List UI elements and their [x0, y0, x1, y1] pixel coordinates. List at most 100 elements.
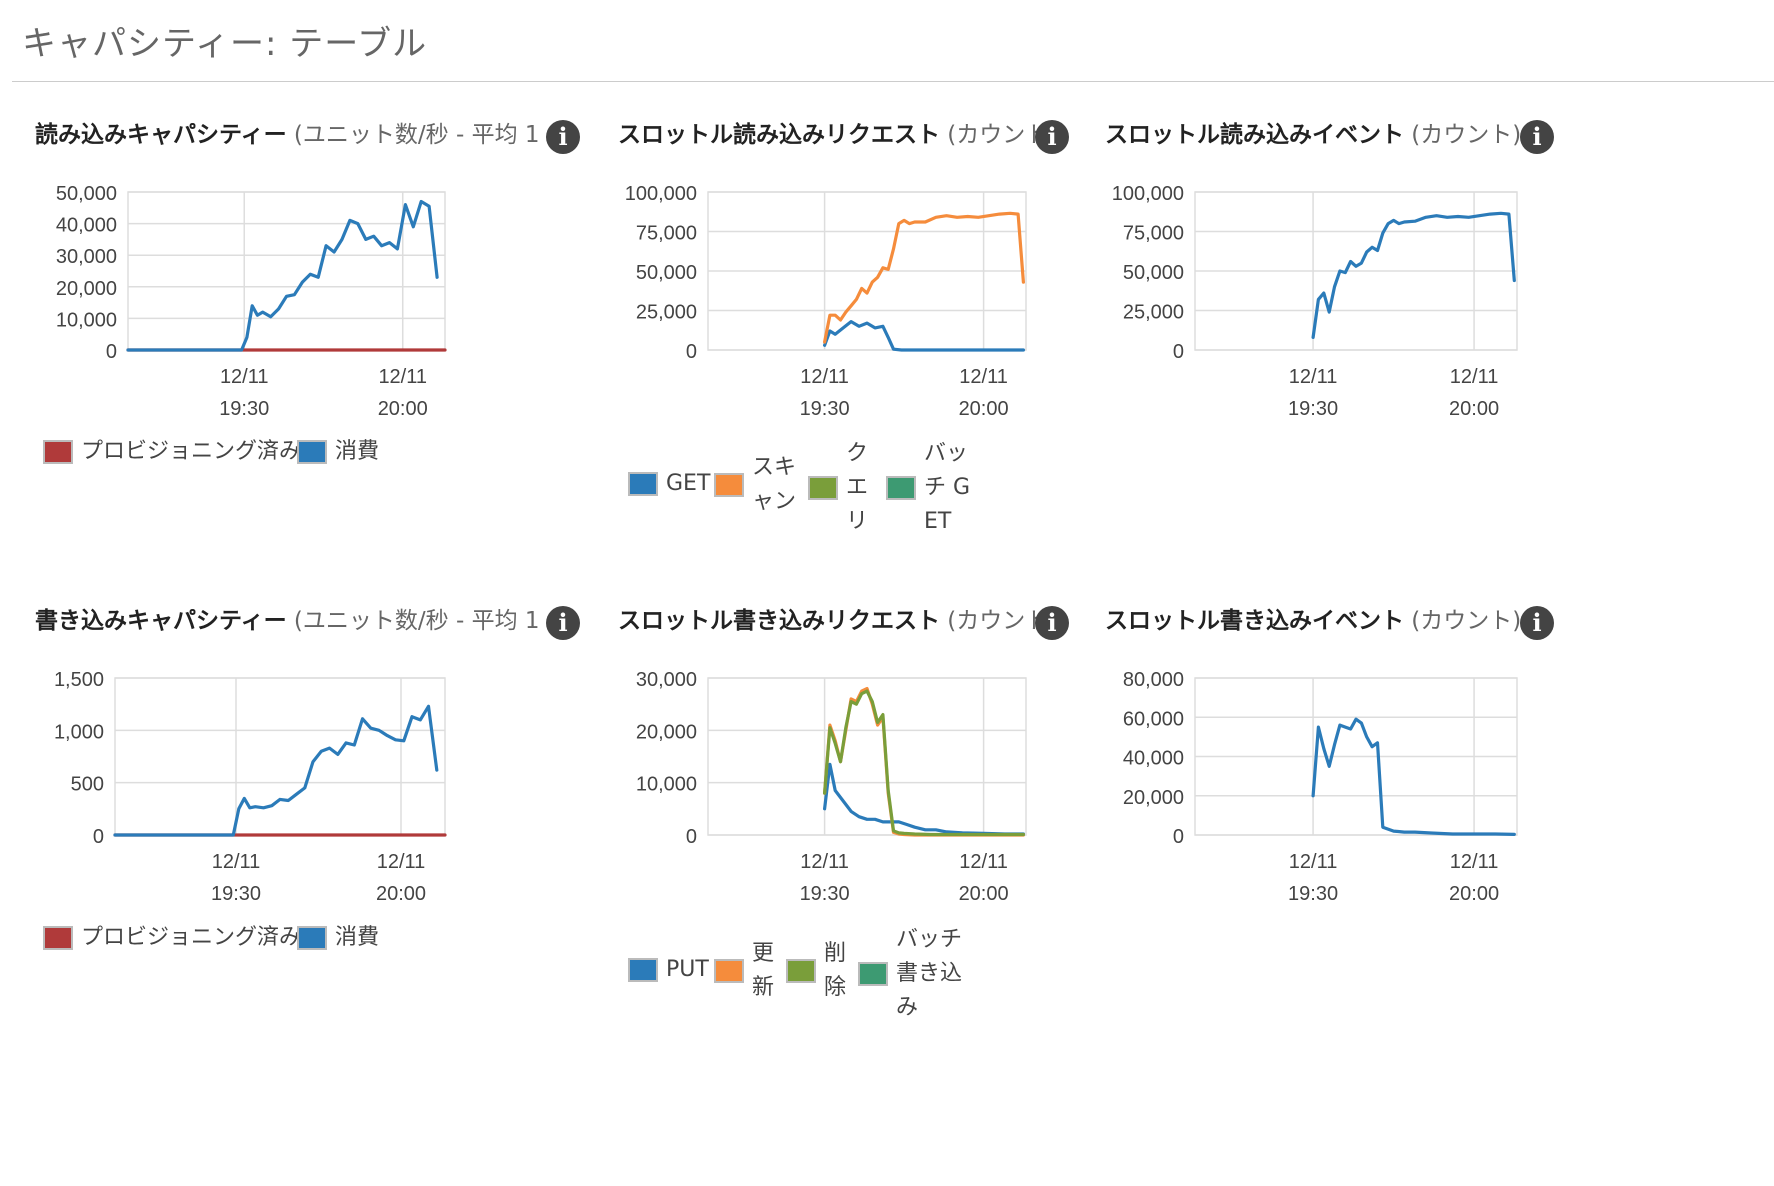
write-capacity-panel: 書き込みキャパシティー (ユニット数/秒 - 平均 1 分) i 0 500 1,0… — [35, 601, 595, 1121]
y-tick-label: 0 — [93, 826, 104, 848]
y-tick-label: 0 — [1173, 341, 1184, 363]
x-tick-label: 20:00 — [376, 883, 426, 905]
x-tick-label: 12/11 — [800, 851, 849, 873]
legend-swatch — [43, 440, 73, 464]
x-tick-label: 12/11 — [959, 851, 1008, 873]
panel-title: 読み込みキャパシティー (ユニット数/秒 - 平均 1 分) — [35, 115, 579, 149]
x-tick-label: 20:00 — [1449, 883, 1499, 905]
x-tick-label: 12/11 — [1450, 366, 1499, 388]
y-tick-label: 25,000 — [1123, 302, 1184, 324]
throttled-write-events-chart: 0 20,000 40,000 60,000 80,000 12/11 19:30 12/11… — [1123, 669, 1518, 905]
y-tick-label: 25,000 — [636, 302, 697, 324]
y-tick-label: 75,000 — [1123, 223, 1184, 245]
legend-item-get[interactable]: GET — [628, 467, 710, 501]
throttled-read-requests-chart: 0 25,000 50,000 75,000 100,000 12/11 19:30 12/1… — [625, 183, 1027, 420]
write-capacity-chart: 0 500 1,000 1,500 12/11 19:30 12/11 20:00 — [54, 669, 447, 905]
legend-item-provisioned[interactable]: プロビジョニング済み — [43, 921, 301, 955]
panel-title-main: スロットル書き込みイベント — [1105, 608, 1404, 634]
x-tick-label: 12/11 — [959, 366, 1008, 388]
legend-label: 削除 — [824, 941, 847, 1000]
x-tick-label: 19:30 — [1288, 883, 1338, 905]
y-tick-label: 500 — [71, 774, 104, 796]
x-tick-label: 20:00 — [959, 883, 1009, 905]
y-tick-label: 60,000 — [1123, 708, 1184, 730]
legend-label: プロビジョニング済み — [81, 439, 302, 464]
y-tick-label: 40,000 — [1123, 748, 1184, 770]
info-icon[interactable]: i — [1520, 120, 1554, 154]
panel-title-main: 書き込みキャパシティー — [35, 608, 287, 634]
y-tick-label: 75,000 — [636, 223, 697, 245]
y-tick-label: 20,000 — [636, 721, 697, 743]
legend: プロビジョニング済み 消費 — [43, 921, 583, 961]
panel-title-unit: (ユニット数/秒 - 平均 1 分) — [286, 608, 579, 634]
legend-swatch — [808, 476, 838, 500]
x-tick-label: 12/11 — [212, 851, 261, 873]
y-tick-label: 80,000 — [1123, 669, 1184, 691]
x-tick-label: 12/11 — [220, 366, 269, 388]
series-line — [823, 762, 1025, 836]
x-tick-label: 20:00 — [1449, 398, 1499, 420]
info-icon[interactable]: i — [1035, 120, 1069, 154]
series-line — [823, 211, 1025, 344]
legend-label: 消費 — [335, 439, 380, 464]
y-tick-label: 0 — [686, 341, 697, 363]
x-tick-label: 12/11 — [1289, 366, 1338, 388]
legend-swatch — [628, 472, 658, 496]
panel-title-main: スロットル読み込みリクエスト — [618, 122, 940, 148]
legend-label: PUT — [666, 957, 709, 982]
y-tick-label: 1,000 — [54, 721, 104, 743]
legend-swatch — [858, 962, 888, 986]
legend-item-query[interactable]: クエリ — [808, 437, 870, 539]
panel-title-unit: (カウント) — [1404, 122, 1522, 148]
legend-label: 消費 — [335, 925, 380, 950]
title-divider — [12, 81, 1774, 82]
legend-item-update[interactable]: 更新 — [714, 937, 776, 1005]
legend-item-provisioned[interactable]: プロビジョニング済み — [43, 435, 301, 469]
x-tick-label: 20:00 — [378, 398, 428, 420]
panel-title: 書き込みキャパシティー (ユニット数/秒 - 平均 1 分) — [35, 601, 579, 635]
legend-swatch — [297, 440, 327, 464]
legend: プロビジョニング済み 消費 — [43, 435, 583, 475]
y-tick-label: 40,000 — [56, 215, 117, 237]
series-line — [113, 704, 439, 837]
legend-item-put[interactable]: PUT — [628, 953, 709, 987]
series-line — [823, 320, 1025, 352]
info-icon[interactable]: i — [1035, 606, 1069, 640]
throttled-read-events-panel: スロットル読み込みイベント (カウント) i 0 25,000 50,000 75,0… — [1105, 115, 1665, 635]
y-tick-label: 0 — [1173, 826, 1184, 848]
x-tick-label: 19:30 — [219, 398, 269, 420]
y-tick-label: 0 — [106, 341, 117, 363]
y-tick-label: 50,000 — [636, 262, 697, 284]
legend-swatch — [886, 476, 916, 500]
throttled-read-events-chart: 0 25,000 50,000 75,000 100,000 12/11 19:30 12/1… — [1112, 183, 1518, 420]
panel-title: スロットル書き込みイベント (カウント) — [1105, 601, 1521, 635]
legend-item-delete[interactable]: 削除 — [786, 937, 848, 1005]
legend-item-batch-get[interactable]: バッチ GET — [886, 437, 972, 539]
x-tick-label: 12/11 — [800, 366, 849, 388]
y-tick-label: 30,000 — [56, 246, 117, 268]
info-icon[interactable]: i — [1520, 606, 1554, 640]
read-capacity-chart: 0 10,000 20,000 30,000 40,000 50,000 12/11 19:3… — [56, 183, 447, 420]
legend-label: プロビジョニング済み — [81, 925, 302, 950]
info-icon[interactable]: i — [546, 606, 580, 640]
y-tick-label: 20,000 — [56, 278, 117, 300]
legend-item-scan[interactable]: スキャン — [714, 451, 798, 519]
x-tick-label: 12/11 — [1289, 851, 1338, 873]
legend-swatch — [714, 473, 744, 497]
legend-item-consumed[interactable]: 消費 — [297, 921, 379, 955]
x-tick-label: 19:30 — [800, 883, 850, 905]
y-tick-label: 1,500 — [54, 669, 104, 691]
legend-item-consumed[interactable]: 消費 — [297, 435, 379, 469]
throttled-read-requests-panel: スロットル読み込みリクエスト (カウント) i 0 25,000 50,000 75,… — [618, 115, 1178, 635]
plot-frame — [114, 677, 446, 836]
legend-label: バッチ書き込み — [896, 927, 963, 1020]
legend-swatch — [43, 926, 73, 950]
legend-swatch — [297, 926, 327, 950]
legend-item-batch-write[interactable]: バッチ書き込み — [858, 923, 966, 1025]
panel-title-main: 読み込みキャパシティー — [35, 122, 287, 148]
legend: PUT 更新 削除 バッチ書き込み — [628, 923, 1168, 1033]
panel-title-unit: (カウント) — [1404, 608, 1522, 634]
info-icon[interactable]: i — [546, 120, 580, 154]
x-tick-label: 19:30 — [800, 398, 850, 420]
legend-swatch — [786, 959, 816, 983]
